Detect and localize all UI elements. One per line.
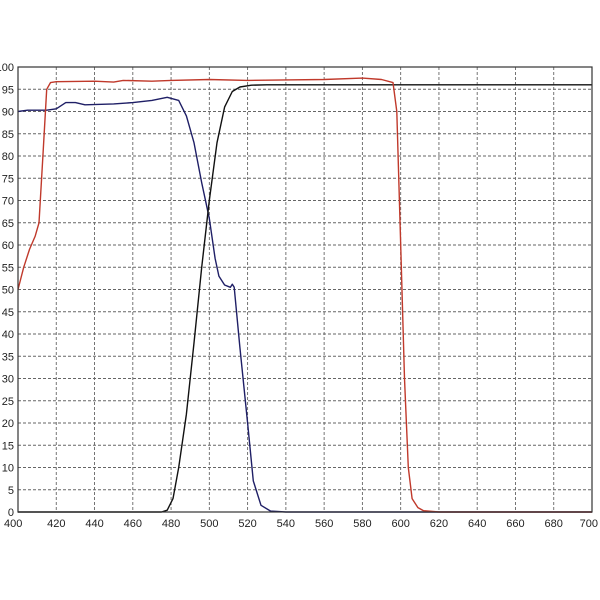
- x-tick-label: 620: [430, 518, 448, 530]
- series-line-2: [18, 84, 592, 513]
- x-tick-label: 420: [47, 518, 65, 530]
- x-tick-label: 660: [506, 518, 524, 530]
- y-tick-label: 45: [2, 307, 14, 319]
- y-axis-ticks: 0 5 10 15 20 25 30 35 40 45 50 55 60 65 70 75 80 85 90 95 10…: [0, 62, 14, 519]
- y-tick-label: 15: [2, 440, 14, 452]
- y-tick-label: 50: [2, 285, 14, 297]
- y-tick-label: 100: [0, 62, 14, 74]
- x-tick-label: 700: [580, 518, 598, 530]
- x-tick-label: 640: [468, 518, 486, 530]
- y-tick-label: 55: [2, 262, 14, 274]
- y-tick-label: 5: [8, 485, 14, 497]
- series-layer: [17, 77, 592, 513]
- x-tick-label: 680: [545, 518, 563, 530]
- x-tick-label: 400: [4, 518, 22, 530]
- series-line-3: [17, 77, 592, 513]
- y-tick-label: 0: [8, 507, 14, 519]
- y-tick-label: 30: [2, 374, 14, 386]
- y-tick-label: 85: [2, 129, 14, 141]
- y-tick-label: 70: [2, 196, 14, 208]
- x-tick-label: 580: [353, 518, 371, 530]
- y-tick-label: 25: [2, 396, 14, 408]
- y-tick-label: 60: [2, 240, 14, 252]
- y-tick-label: 75: [2, 173, 14, 185]
- y-tick-label: 80: [2, 151, 14, 163]
- x-tick-label: 480: [162, 518, 180, 530]
- plot-frame: [17, 66, 593, 513]
- y-tick-label: 10: [2, 463, 14, 475]
- y-tick-label: 35: [2, 351, 14, 363]
- x-axis-ticks: 400 420 440 460 480 500 520 540 560 580 600 620 640 6…: [4, 518, 598, 530]
- y-tick-label: 65: [2, 218, 14, 230]
- x-tick-label: 500: [200, 518, 218, 530]
- x-tick-label: 460: [124, 518, 142, 530]
- x-tick-label: 440: [85, 518, 103, 530]
- series-line-1: [17, 96, 592, 513]
- x-tick-label: 560: [315, 518, 333, 530]
- x-tick-label: 540: [277, 518, 295, 530]
- x-tick-label: 520: [238, 518, 256, 530]
- y-tick-label: 40: [2, 329, 14, 341]
- grid: [18, 67, 592, 512]
- x-tick-label: 600: [391, 518, 409, 530]
- y-tick-label: 95: [2, 84, 14, 96]
- y-tick-label: 20: [2, 418, 14, 430]
- y-tick-label: 90: [2, 107, 14, 119]
